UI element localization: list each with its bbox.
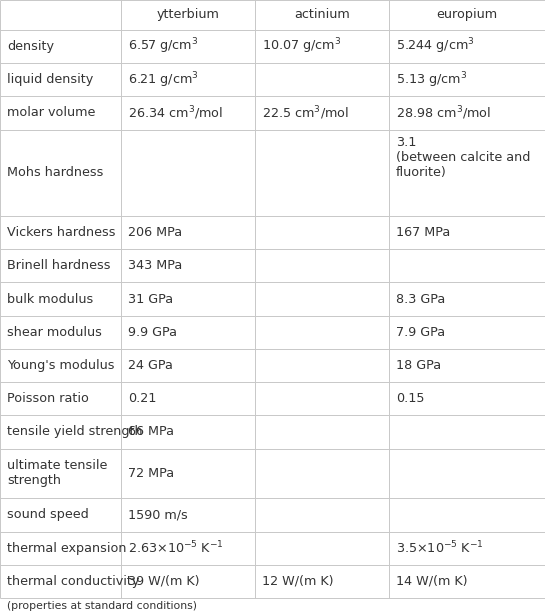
Text: 1590 m/s: 1590 m/s	[128, 509, 188, 522]
Text: 6.21 g/cm$^3$: 6.21 g/cm$^3$	[128, 70, 199, 89]
Text: ultimate tensile
strength: ultimate tensile strength	[7, 460, 107, 487]
Text: 12 W/(m K): 12 W/(m K)	[262, 575, 334, 588]
Text: europium: europium	[437, 9, 498, 21]
Text: 7.9 GPa: 7.9 GPa	[396, 326, 445, 339]
Text: bulk modulus: bulk modulus	[7, 292, 93, 305]
Text: tensile yield strength: tensile yield strength	[7, 425, 143, 438]
Text: 9.9 GPa: 9.9 GPa	[128, 326, 177, 339]
Text: Vickers hardness: Vickers hardness	[7, 226, 116, 239]
Text: 3.5×10$^{-5}$ K$^{-1}$: 3.5×10$^{-5}$ K$^{-1}$	[396, 540, 484, 557]
Text: 5.244 g/cm$^3$: 5.244 g/cm$^3$	[396, 37, 475, 56]
Text: 22.5 cm$^3$/mol: 22.5 cm$^3$/mol	[262, 104, 349, 122]
Text: Young's modulus: Young's modulus	[7, 359, 114, 372]
Text: actinium: actinium	[294, 9, 350, 21]
Text: 8.3 GPa: 8.3 GPa	[396, 292, 445, 305]
Text: sound speed: sound speed	[7, 509, 89, 522]
Text: 206 MPa: 206 MPa	[128, 226, 182, 239]
Text: shear modulus: shear modulus	[7, 326, 102, 339]
Text: 3.1
(between calcite and
fluorite): 3.1 (between calcite and fluorite)	[396, 135, 531, 179]
Text: (properties at standard conditions): (properties at standard conditions)	[7, 601, 197, 611]
Text: 24 GPa: 24 GPa	[128, 359, 173, 372]
Text: 14 W/(m K): 14 W/(m K)	[396, 575, 468, 588]
Text: ytterbium: ytterbium	[156, 9, 220, 21]
Text: thermal expansion: thermal expansion	[7, 542, 126, 555]
Text: Mohs hardness: Mohs hardness	[7, 166, 104, 179]
Text: 167 MPa: 167 MPa	[396, 226, 451, 239]
Text: 66 MPa: 66 MPa	[128, 425, 174, 438]
Text: 10.07 g/cm$^3$: 10.07 g/cm$^3$	[262, 37, 342, 56]
Text: 0.15: 0.15	[396, 392, 425, 405]
Text: thermal conductivity: thermal conductivity	[7, 575, 140, 588]
Text: 26.34 cm$^3$/mol: 26.34 cm$^3$/mol	[128, 104, 223, 122]
Text: density: density	[7, 40, 54, 53]
Text: 18 GPa: 18 GPa	[396, 359, 441, 372]
Text: 343 MPa: 343 MPa	[128, 259, 183, 272]
Text: Poisson ratio: Poisson ratio	[7, 392, 89, 405]
Text: 72 MPa: 72 MPa	[128, 467, 174, 480]
Text: 31 GPa: 31 GPa	[128, 292, 173, 305]
Text: liquid density: liquid density	[7, 73, 93, 86]
Text: Brinell hardness: Brinell hardness	[7, 259, 111, 272]
Text: molar volume: molar volume	[7, 107, 95, 120]
Text: 0.21: 0.21	[128, 392, 156, 405]
Text: 28.98 cm$^3$/mol: 28.98 cm$^3$/mol	[396, 104, 492, 122]
Text: 39 W/(m K): 39 W/(m K)	[128, 575, 199, 588]
Text: 6.57 g/cm$^3$: 6.57 g/cm$^3$	[128, 37, 198, 56]
Text: 2.63×10$^{-5}$ K$^{-1}$: 2.63×10$^{-5}$ K$^{-1}$	[128, 540, 224, 557]
Text: 5.13 g/cm$^3$: 5.13 g/cm$^3$	[396, 70, 468, 89]
